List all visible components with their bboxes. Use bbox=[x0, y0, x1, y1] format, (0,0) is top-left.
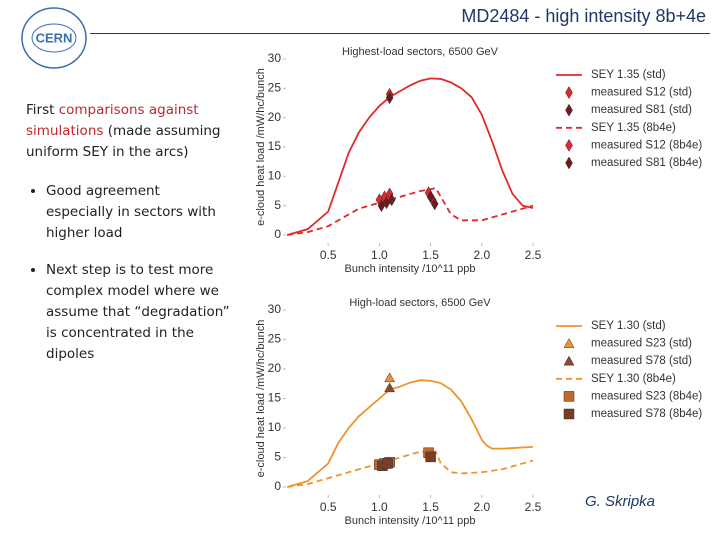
y-tick-label: 20 bbox=[268, 110, 282, 124]
series-line bbox=[287, 187, 534, 236]
data-point bbox=[430, 197, 439, 211]
x-axis-label: Bunch intensity /10^11 ppb bbox=[345, 515, 476, 527]
y-tick-label: 15 bbox=[268, 391, 282, 405]
legend-label: SEY 1.30 (8b4e) bbox=[591, 373, 676, 385]
data-point bbox=[384, 382, 396, 393]
legend-swatch bbox=[563, 391, 575, 402]
x-tick-label: 1.0 bbox=[371, 500, 388, 514]
y-tick-label: 10 bbox=[268, 169, 282, 183]
y-tick-label: 30 bbox=[268, 51, 282, 65]
x-tick-label: 2.5 bbox=[525, 248, 542, 262]
data-point bbox=[382, 458, 393, 469]
legend-label: measured S78 (std) bbox=[591, 355, 692, 367]
legend-label: SEY 1.30 (std) bbox=[591, 320, 666, 332]
legend-label: measured S23 (std) bbox=[591, 338, 692, 350]
author: G. Skripka bbox=[585, 493, 656, 510]
y-tick-label: 25 bbox=[268, 81, 282, 95]
intro-text: (made assuming uniform SEY in the arcs) bbox=[26, 123, 221, 160]
legend-label: measured S81 (std) bbox=[591, 104, 692, 116]
series-line bbox=[286, 379, 534, 488]
intro-text: First bbox=[26, 102, 59, 118]
y-tick-label: 30 bbox=[268, 302, 282, 316]
data-point bbox=[426, 190, 435, 204]
data-point bbox=[387, 193, 396, 207]
legend-swatch bbox=[565, 86, 573, 100]
data-point bbox=[385, 91, 394, 105]
legend-swatch bbox=[563, 408, 575, 420]
legend-label: measured S78 (8b4e) bbox=[591, 408, 702, 420]
y-tick-label: 20 bbox=[268, 361, 282, 375]
logo-text: CERN bbox=[36, 30, 73, 45]
x-tick-label: 2.0 bbox=[473, 248, 490, 262]
y-axis-label: e-cloud heat load /mW/hc/bunch bbox=[255, 320, 267, 478]
legend-label: measured S81 (8b4e) bbox=[591, 157, 702, 169]
bullet: Next step is to test more complex model … bbox=[46, 260, 231, 365]
chart-title: High-load sectors, 6500 GeV bbox=[349, 297, 491, 309]
slide-title: MD2484 - high intensity 8b+4e bbox=[461, 6, 706, 26]
y-axis-label: e-cloud heat load /mW/hc/bunch bbox=[255, 68, 267, 226]
legend-label: SEY 1.35 (8b4e) bbox=[591, 122, 676, 134]
y-tick-label: 5 bbox=[274, 450, 281, 464]
series-line bbox=[287, 450, 534, 488]
legend-swatch bbox=[565, 156, 573, 170]
legend-swatch bbox=[563, 338, 575, 348]
x-tick-label: 2.0 bbox=[473, 500, 490, 514]
x-tick-label: 1.5 bbox=[422, 248, 439, 262]
logo: CERN bbox=[21, 7, 87, 69]
x-axis-label: Bunch intensity /10^11 ppb bbox=[345, 263, 476, 275]
intro-highlight: comparisons against simulations bbox=[26, 102, 199, 139]
x-tick-label: 1.5 bbox=[422, 500, 439, 514]
y-tick-label: 0 bbox=[274, 227, 281, 241]
y-tick-label: 25 bbox=[268, 332, 282, 346]
legend-swatch bbox=[563, 355, 575, 366]
intro: First comparisons against simulations (m… bbox=[26, 100, 231, 163]
legend-swatch bbox=[565, 103, 573, 117]
x-tick-label: 0.5 bbox=[320, 248, 337, 262]
legend-label: SEY 1.35 (std) bbox=[591, 69, 666, 81]
legend-swatch bbox=[565, 138, 573, 152]
x-tick-label: 1.0 bbox=[371, 248, 388, 262]
x-tick-label: 2.5 bbox=[525, 500, 542, 514]
chart-title: Highest-load sectors, 6500 GeV bbox=[342, 46, 499, 58]
bullets: Good agreement especially in sectors wit… bbox=[26, 181, 231, 365]
text-block: First comparisons against simulations (m… bbox=[26, 100, 231, 381]
bullet: Good agreement especially in sectors wit… bbox=[46, 181, 231, 244]
series-line bbox=[286, 77, 534, 236]
y-tick-label: 10 bbox=[268, 420, 282, 434]
legend-label: measured S23 (8b4e) bbox=[591, 390, 702, 402]
legend-label: measured S12 (8b4e) bbox=[591, 139, 702, 151]
legend-label: measured S12 (std) bbox=[591, 87, 692, 99]
data-point bbox=[425, 451, 436, 463]
y-tick-label: 15 bbox=[268, 139, 282, 153]
y-tick-label: 0 bbox=[274, 479, 281, 493]
y-tick-label: 5 bbox=[274, 198, 281, 212]
title-rule bbox=[90, 33, 710, 34]
x-tick-label: 0.5 bbox=[320, 500, 337, 514]
data-point bbox=[384, 372, 396, 383]
